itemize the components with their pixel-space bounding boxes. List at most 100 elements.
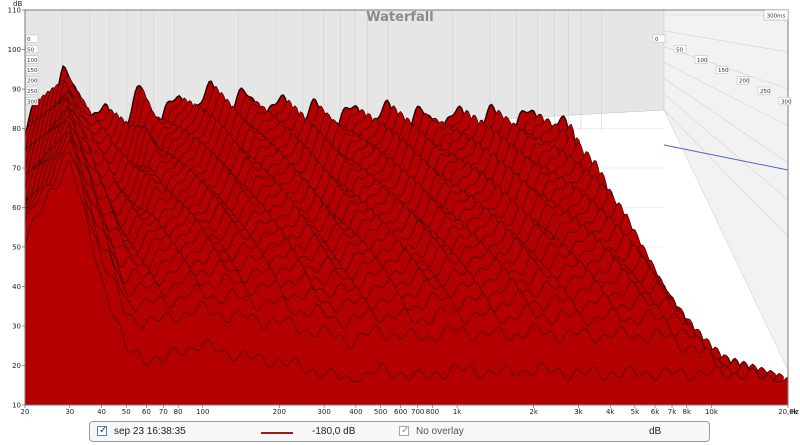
depth-ticks-left: 0 50 100 150 200 250 300	[25, 34, 39, 106]
depth-tick-box	[694, 55, 708, 64]
y-tick-label: 10	[12, 402, 21, 410]
y-axis-label: dB	[13, 0, 22, 8]
depth-tick-box	[757, 86, 771, 95]
x-tick-label: 400	[349, 408, 362, 416]
depth-tick-label: 200	[27, 79, 38, 85]
measurement-label: sep 23 16:38:35	[114, 426, 186, 437]
y-tick-label: 50	[12, 244, 21, 252]
depth-tick-label: 0	[27, 37, 31, 43]
waterfall-slice-line	[24, 151, 785, 382]
depth-tick-label: 200	[739, 79, 750, 85]
depth-tick-label: 300	[781, 99, 792, 105]
legend-bar: ✓ sep 23 16:38:35 -180,0 dB ✓ No overlay…	[89, 421, 710, 442]
depth-tick-label: 150	[718, 68, 729, 74]
y-tick-label: 100	[8, 46, 21, 54]
waterfall-slice-line	[24, 139, 780, 381]
depth-tick-label: 250	[27, 89, 38, 95]
checkmark-icon: ✓	[401, 425, 410, 436]
x-tick-label: 1k	[453, 408, 462, 416]
checkmark-icon: ✓	[99, 425, 108, 436]
waterfall-slice-line	[24, 105, 730, 376]
depth-tick-label: 0	[655, 37, 659, 43]
y-tick-label: 80	[12, 125, 21, 133]
waterfall-slice-fill	[25, 161, 788, 405]
x-tick-label: 50	[122, 408, 131, 416]
depth-tick-label: 50	[27, 47, 34, 53]
depth-tick-label: 300	[27, 99, 38, 105]
x-tick-label: 600	[394, 408, 407, 416]
x-tick-label: 40	[97, 408, 106, 416]
x-tick-label: 30	[65, 408, 74, 416]
side-wall-gridline	[663, 109, 789, 237]
y-tick-label: 40	[12, 283, 21, 291]
depth-tick-box	[736, 76, 750, 85]
measurement-checkbox[interactable]: ✓	[97, 425, 108, 436]
waterfall-slice-line	[24, 123, 759, 379]
depth-tick-box	[25, 76, 39, 85]
x-tick-label: 7k	[668, 408, 677, 416]
depth-tick-box	[25, 86, 39, 95]
x-tick-label: 700	[411, 408, 424, 416]
x-tick-label: 4k	[606, 408, 615, 416]
y-tick-label: 70	[12, 165, 21, 173]
waterfall-slice-line	[24, 115, 751, 378]
depth-tick-box	[778, 97, 792, 106]
depth-tick-box	[25, 45, 39, 54]
x-tick-label: 5k	[631, 408, 640, 416]
depth-label: 300ms	[767, 14, 786, 20]
y-tick-label: 110	[8, 7, 21, 15]
y-tick-label: 30	[12, 323, 21, 331]
waterfall-slice-line	[24, 64, 667, 368]
waterfall-slice-line	[24, 137, 767, 380]
depth-tick-label: 100	[27, 58, 38, 64]
x-tick-label: 500	[374, 408, 387, 416]
x-tick-label: 8k	[683, 408, 692, 416]
x-tick-label: 100	[196, 408, 209, 416]
x-axis-ticks: 20 30 40 50 60 70 80 100 200 300 400 500 600 700 800 1k…	[21, 405, 799, 416]
depth-tick-box	[25, 55, 39, 64]
depth-tick-label: 50	[676, 47, 683, 53]
x-tick-label: 200	[273, 408, 286, 416]
x-tick-label: 80	[174, 408, 183, 416]
waterfall-slice-line	[24, 99, 726, 376]
y-tick-label: 60	[12, 204, 21, 212]
depth-ticks-right: 0 50 100 150 200 250 300	[652, 34, 792, 106]
y-axis-ticks: 10 20 30 40 50 60 70 80 90 100 110	[8, 7, 25, 410]
waterfall-slice-line	[24, 160, 789, 382]
depth-tick-box	[25, 97, 39, 106]
depth-tick-box	[673, 45, 687, 54]
depth-tick-label: 100	[697, 58, 708, 64]
x-tick-label: 2k	[529, 408, 538, 416]
measurement-value: -180,0 dB	[312, 426, 356, 437]
side-wall-gridline	[663, 93, 789, 201]
overlay-checkbox[interactable]: ✓	[399, 425, 410, 436]
depth-tick-box	[25, 65, 39, 74]
waterfall-slice-line	[24, 120, 755, 379]
waterfall-slice-line	[24, 131, 776, 381]
x-axis-unit-label: Hz	[790, 408, 799, 416]
series-line-swatch	[261, 432, 293, 434]
side-wall-gridline	[663, 62, 789, 127]
units-label: dB	[649, 426, 662, 437]
overlay-label: No overlay	[416, 426, 464, 437]
y-tick-label: 20	[12, 362, 21, 370]
x-tick-label: 3k	[574, 408, 583, 416]
waterfall-chart: Waterfall dB Hz 20 30 40 50 60 70 80 100 200 300 4…	[8, 0, 800, 416]
x-tick-label: 300	[317, 408, 330, 416]
y-tick-label: 90	[12, 86, 21, 94]
waterfall-slice-line	[24, 80, 696, 372]
depth-tick-box	[25, 34, 39, 43]
side-wall-gridline	[663, 78, 789, 164]
waterfall-slice-fill	[25, 151, 784, 405]
side-wall-gridline	[663, 30, 789, 53]
depth-tick-box	[715, 65, 729, 74]
reference-line-right	[663, 144, 789, 171]
x-tick-label: 20,0k	[778, 408, 799, 416]
chart-title: Waterfall	[366, 10, 433, 25]
x-tick-label: 60	[142, 408, 151, 416]
waterfall-slices	[24, 64, 789, 406]
x-tick-label: 800	[426, 408, 439, 416]
x-tick-label: 20	[21, 408, 30, 416]
waterfall-slice-line	[24, 80, 692, 368]
depth-tick-label: 150	[27, 68, 38, 74]
